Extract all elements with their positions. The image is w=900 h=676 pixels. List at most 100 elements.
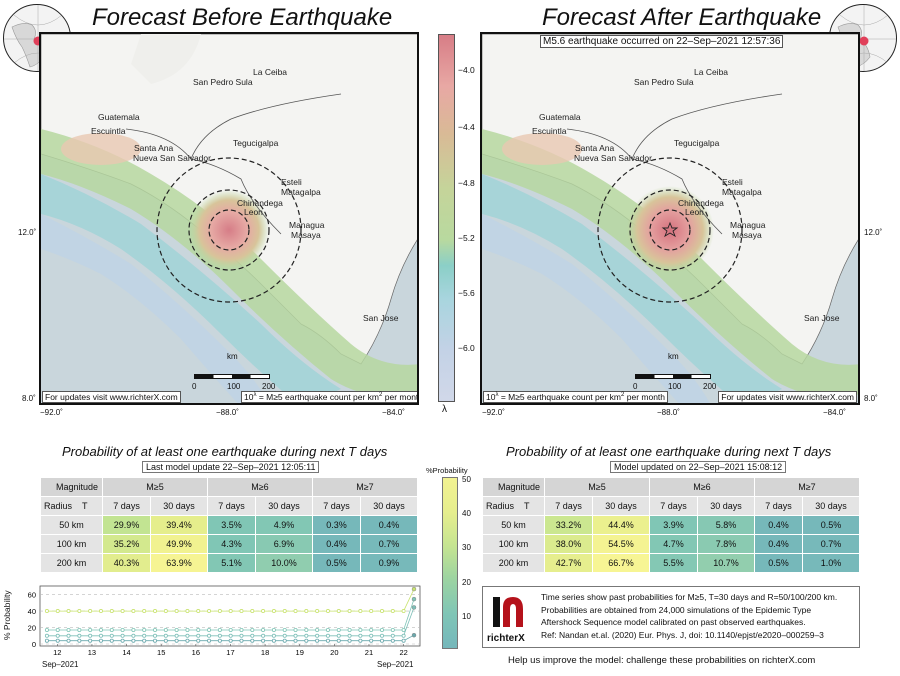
ts-point: [261, 628, 266, 633]
left-map-title: Forecast Before Earthquake: [92, 4, 393, 31]
probability-colorbar: [442, 477, 458, 649]
ts-point: [217, 633, 222, 638]
ts-point: [142, 638, 147, 643]
ts-point: [196, 638, 201, 643]
ts-point: [304, 638, 309, 643]
prob-colorbar-label: %Probability: [426, 466, 468, 475]
ts-point: [369, 609, 374, 614]
ts-point: [131, 638, 136, 643]
table-row: 50 km 29.9% 39.4% 3.5% 4.9% 0.3% 0.4%: [40, 515, 418, 535]
ts-point: [325, 638, 330, 643]
ts-point: [109, 628, 114, 633]
ts-point: [153, 609, 158, 614]
colorbar-tick: −4.4: [458, 122, 475, 132]
ts-point: [77, 633, 82, 638]
right-map-title: Forecast After Earthquake: [542, 4, 822, 31]
ts-point: [379, 609, 384, 614]
city-esteli: Esteli: [722, 177, 743, 187]
radius-100km-circle: [188, 189, 270, 271]
ts-point: [109, 633, 114, 638]
city-la-ceiba: La Ceiba: [253, 67, 288, 77]
ts-point: [282, 609, 287, 614]
ts-point: [55, 638, 60, 643]
ts-x-tick: 16: [192, 648, 200, 657]
ts-point: [293, 628, 298, 633]
ts-point: [196, 628, 201, 633]
ts-point: [304, 609, 309, 614]
city-chinandega: Chinandega: [237, 198, 283, 208]
ts-point: [282, 638, 287, 643]
table-row: 100 km 35.2% 49.9% 4.3% 6.9% 0.4% 0.7%: [40, 534, 418, 554]
left-forecast-map[interactable]: km 0 100 200 San Pedro Sula La Ceiba Gua…: [39, 32, 419, 405]
event-label: M5.6 earthquake occurred on 22–Sep–2021 …: [540, 35, 784, 48]
ts-point: [358, 628, 363, 633]
table-row: 200 km 40.3% 63.9% 5.1% 10.0% 0.5% 0.9%: [40, 553, 418, 573]
ts-point: [98, 609, 103, 614]
lambda-legend: 10λ = M≥5 earthquake count per km2 per m…: [241, 391, 417, 403]
ts-point: [250, 609, 255, 614]
ts-y-tick: 20: [28, 624, 36, 633]
help-link[interactable]: Help us improve the model: challenge the…: [508, 655, 816, 666]
info-text: Time series show past probabilities for …: [541, 592, 838, 640]
lambda-colorbar: [438, 34, 455, 402]
city-managua: Managua: [289, 220, 325, 230]
ts-point: [271, 628, 276, 633]
ts-ylabel: % Probability: [2, 590, 12, 640]
ts-point: [217, 638, 222, 643]
x-tick-92: −92.0˚: [40, 408, 63, 417]
lambda-legend: 10λ = M≥5 earthquake count per km2 per m…: [483, 391, 669, 403]
y-tick-8: 8.0˚: [864, 394, 878, 403]
colorbar-tick: −5.2: [458, 233, 475, 243]
scale-tick-100: 100: [668, 382, 682, 391]
ts-point: [55, 609, 60, 614]
radius-200km-circle: [156, 157, 302, 303]
ts-point: [315, 638, 320, 643]
ts-point: [401, 628, 406, 633]
t-header: T: [82, 501, 88, 511]
ts-x-tick: 18: [261, 648, 269, 657]
ts-point: [163, 638, 168, 643]
updates-link-label[interactable]: For updates visit www.richterX.com: [718, 391, 857, 403]
ts-point: [358, 633, 363, 638]
ts-point: [411, 605, 417, 610]
ts-point: [411, 596, 417, 602]
ts-point: [196, 633, 201, 638]
right-forecast-map[interactable]: M5.6 earthquake occurred on 22–Sep–2021 …: [480, 32, 860, 405]
city-esteli: Esteli: [281, 177, 302, 187]
table-row: 100 km 38.0% 54.5% 4.7% 7.8% 0.4% 0.7%: [482, 534, 860, 554]
ts-point: [379, 633, 384, 638]
richterx-logo-icon: [493, 597, 523, 627]
ts-point: [261, 638, 266, 643]
ts-point: [44, 609, 49, 614]
ts-point: [271, 638, 276, 643]
ts-point: [390, 638, 395, 643]
updates-link-label[interactable]: For updates visit www.richterX.com: [42, 391, 181, 403]
prob-tick: 50: [462, 475, 471, 484]
ts-point: [271, 609, 276, 614]
colorbar-tick: −5.6: [458, 288, 475, 298]
prob-tick: 40: [462, 509, 471, 518]
ts-point: [336, 638, 341, 643]
left-model-update: Last model update 22–Sep–2021 12:05:11: [142, 461, 320, 473]
radius-50km-circle: [208, 209, 250, 251]
ts-point: [250, 633, 255, 638]
ts-point: [98, 638, 103, 643]
city-masaya: Masaya: [732, 230, 762, 240]
ts-point: [217, 628, 222, 633]
ts-point: [142, 633, 147, 638]
ts-point: [325, 609, 330, 614]
ts-x-tick: 20: [330, 648, 338, 657]
prob-tick: 20: [462, 578, 471, 587]
ts-frame: [39, 585, 421, 647]
ts-point: [369, 633, 374, 638]
ts-x-tick: 15: [157, 648, 165, 657]
ts-point: [336, 609, 341, 614]
ts-point: [239, 638, 244, 643]
city-nueva-san-salvador: Nueva San Salvador: [133, 153, 211, 163]
city-tegucigalpa: Tegucigalpa: [674, 138, 720, 148]
ts-point: [120, 609, 125, 614]
ts-point: [411, 586, 417, 592]
ts-point: [293, 638, 298, 643]
ts-point: [239, 628, 244, 633]
colorbar-tick: −4.8: [458, 178, 475, 188]
